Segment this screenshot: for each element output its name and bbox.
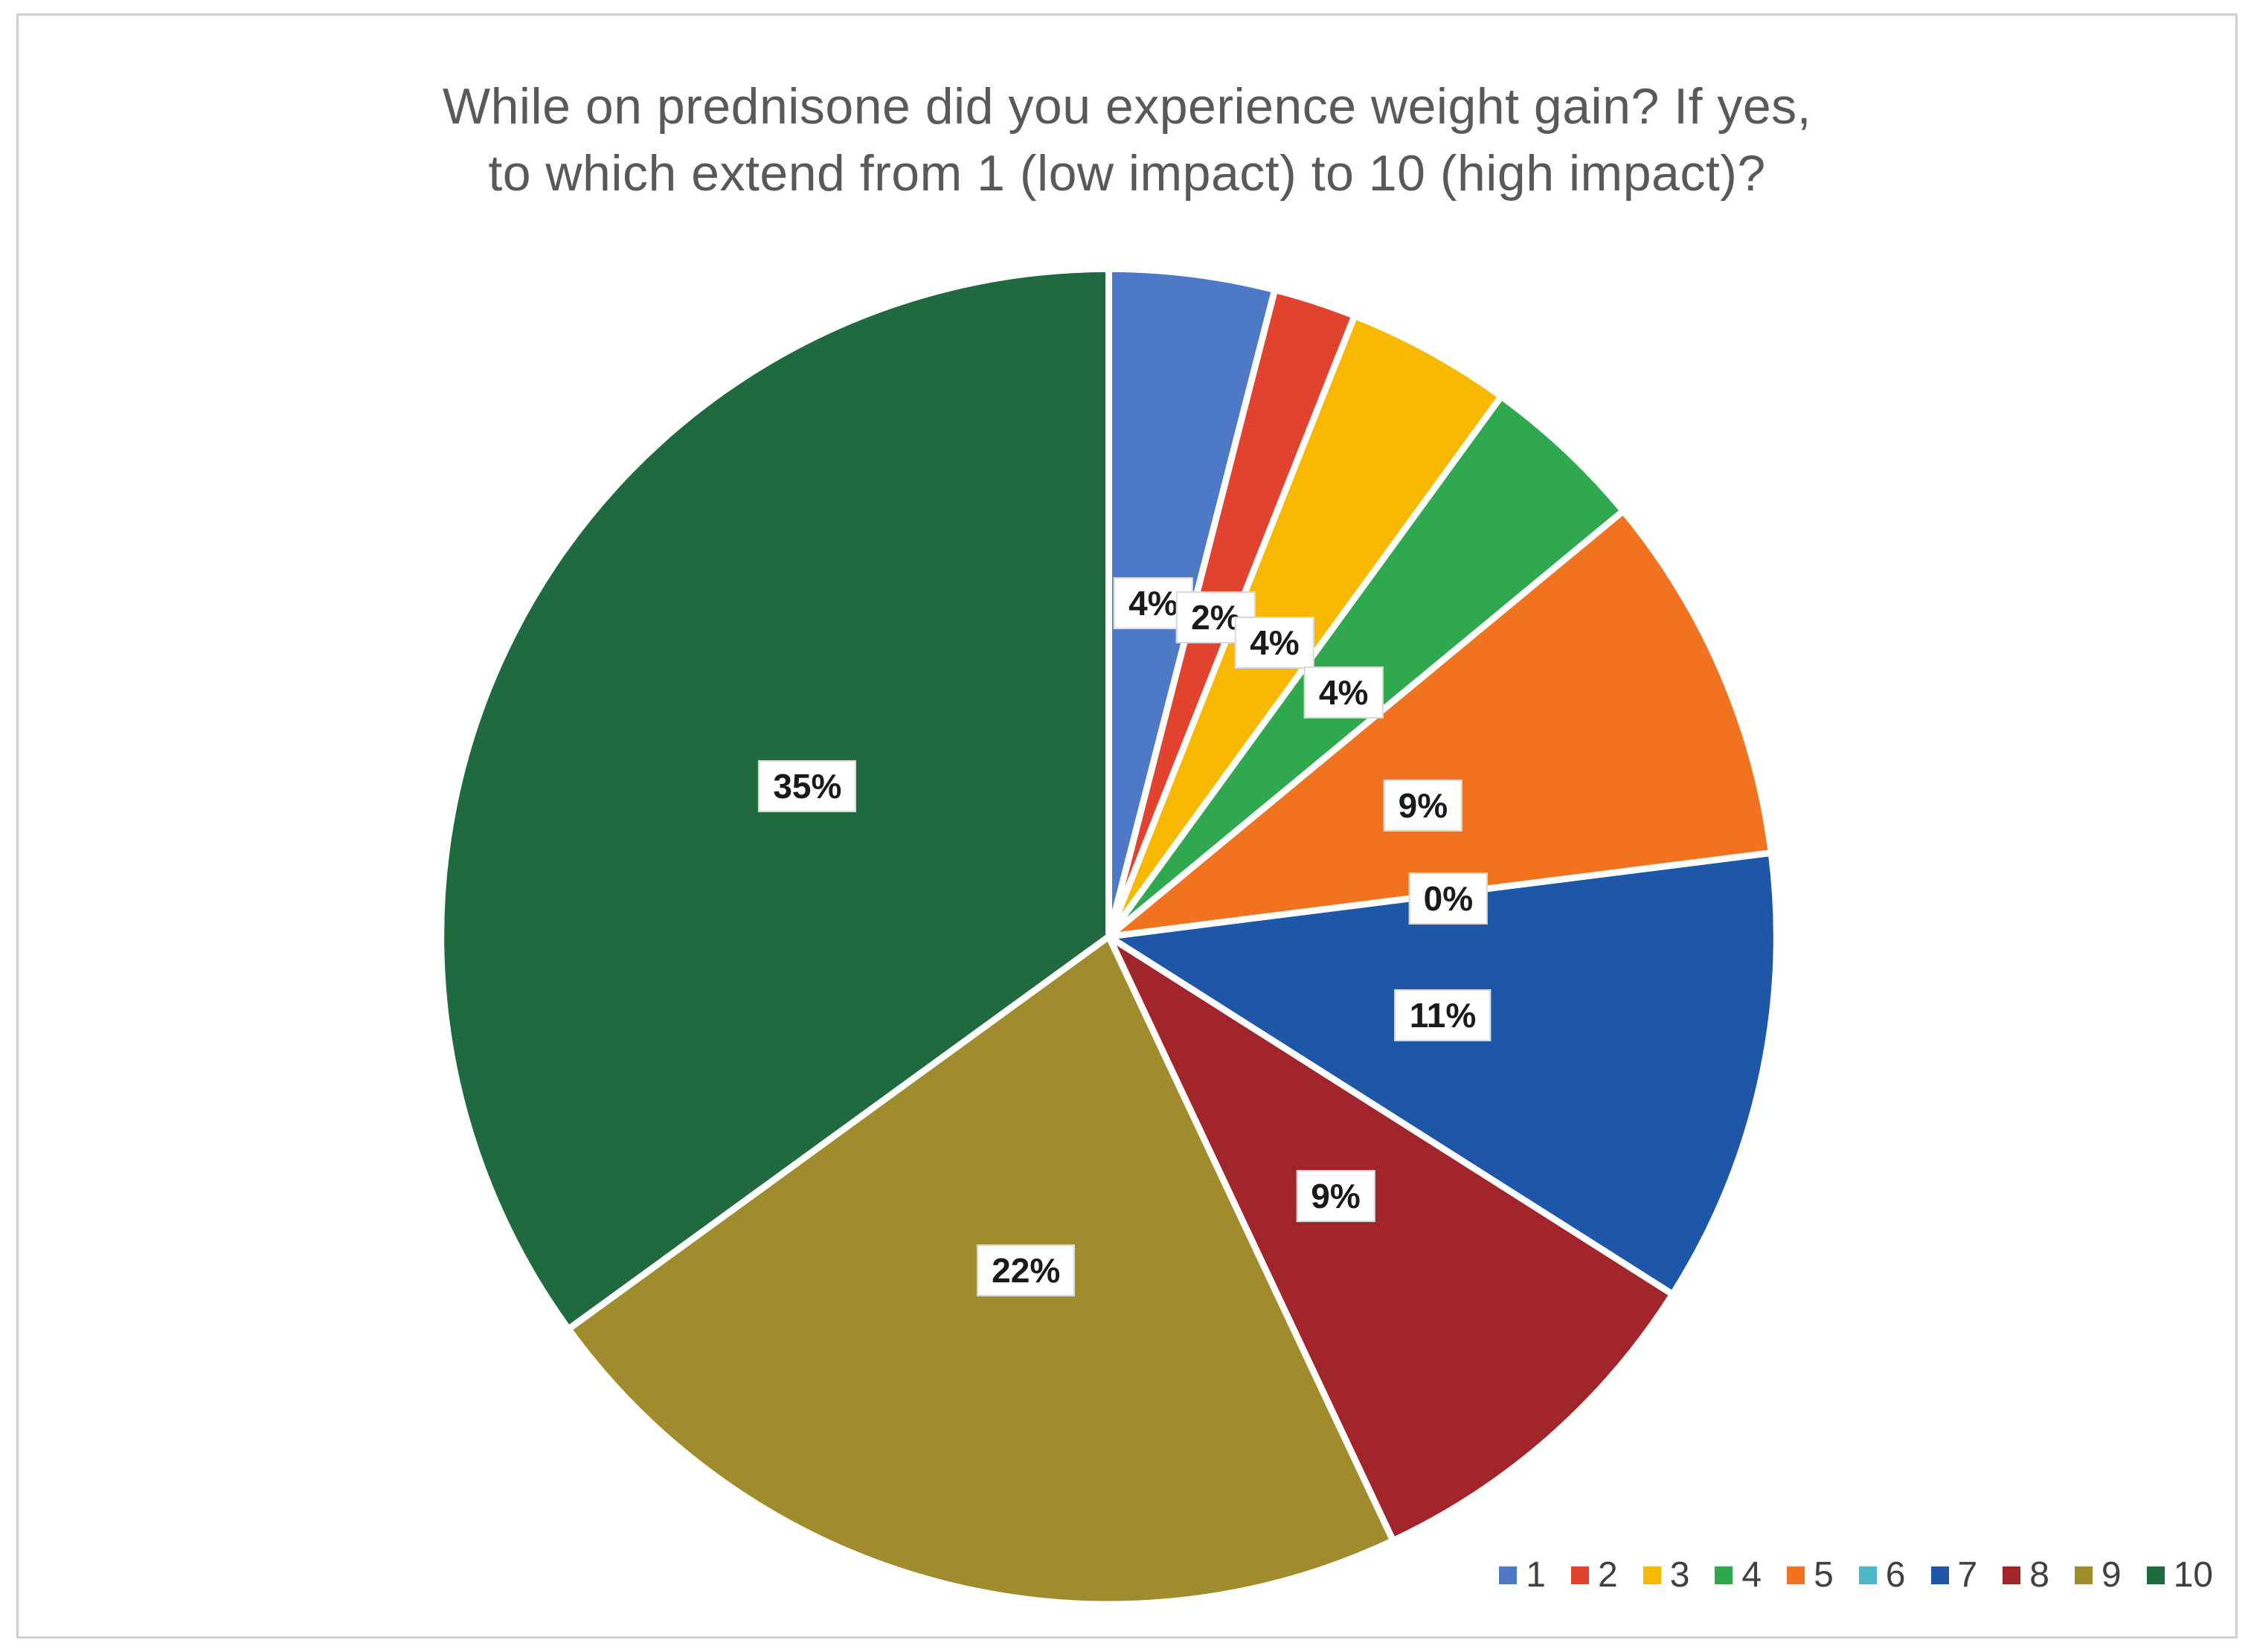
chart-legend: 1 2 3 4 5 6 7 8 9 10: [1499, 1558, 2213, 1593]
legend-label-6: 6: [1885, 1555, 1906, 1595]
pie-slice-5: [1105, 507, 1775, 940]
legend-item-9: 9: [2074, 1555, 2122, 1595]
legend-item-4: 4: [1715, 1558, 1762, 1593]
legend-item-8: 8: [2003, 1558, 2049, 1593]
legend-item-7: 7: [1930, 1555, 1978, 1595]
legend-swatch-2: [1570, 1566, 1589, 1584]
legend-swatch-3: [1643, 1566, 1661, 1584]
legend-label-8: 8: [2029, 1555, 2049, 1595]
legend-swatch-7: [1930, 1566, 1949, 1584]
legend-swatch-9: [2074, 1566, 2093, 1584]
legend-swatch-5: [1787, 1566, 1805, 1584]
legend-label-1: 1: [1526, 1555, 1546, 1595]
legend-label-7: 7: [1957, 1555, 1978, 1595]
legend-item-2: 2: [1570, 1555, 1618, 1595]
pie-slice-4: [1105, 393, 1627, 940]
legend-swatch-8: [2003, 1566, 2021, 1584]
chart-canvas: While on prednisone did you experience w…: [16, 13, 2238, 1639]
legend-swatch-4: [1715, 1566, 1733, 1584]
legend-item-10: 10: [2146, 1555, 2213, 1595]
legend-label-9: 9: [2101, 1555, 2122, 1595]
legend-swatch-6: [1858, 1566, 1877, 1584]
chart-title: While on prednisone did you experience w…: [442, 78, 1812, 202]
legend-item-1: 1: [1499, 1558, 1546, 1593]
legend-label-10: 10: [2173, 1555, 2213, 1595]
legend-label-2: 2: [1597, 1555, 1618, 1595]
legend-label-3: 3: [1669, 1555, 1690, 1595]
pie-chart: [437, 266, 1780, 1608]
pie-slice-8: [1105, 933, 1676, 1544]
legend-swatch-10: [2146, 1566, 2165, 1584]
pie-slice-7: [1105, 849, 1780, 1298]
legend-item-5: 5: [1787, 1558, 1834, 1593]
legend-swatch-1: [1499, 1566, 1518, 1584]
legend-label-4: 4: [1741, 1555, 1762, 1595]
legend-item-6: 6: [1858, 1555, 1906, 1595]
legend-item-3: 3: [1643, 1555, 1690, 1595]
legend-label-5: 5: [1814, 1555, 1834, 1595]
